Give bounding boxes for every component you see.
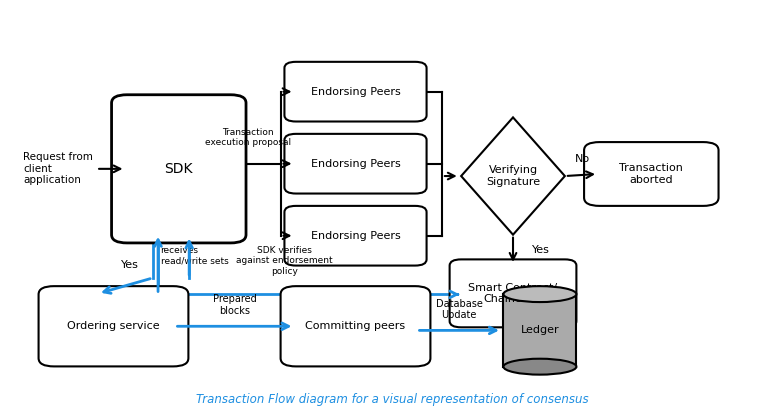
FancyBboxPatch shape bbox=[281, 286, 430, 366]
Bar bbox=[503, 294, 576, 367]
Text: Request from
client
application: Request from client application bbox=[24, 152, 93, 186]
Ellipse shape bbox=[503, 286, 576, 302]
Text: Endorsing Peers: Endorsing Peers bbox=[310, 231, 401, 241]
Text: No: No bbox=[575, 154, 590, 164]
FancyBboxPatch shape bbox=[111, 95, 246, 243]
FancyBboxPatch shape bbox=[449, 260, 576, 327]
Text: Ordering service: Ordering service bbox=[67, 321, 160, 331]
Text: Ledger: Ledger bbox=[521, 326, 559, 336]
Text: SDK: SDK bbox=[165, 162, 193, 176]
FancyBboxPatch shape bbox=[285, 206, 426, 265]
Polygon shape bbox=[461, 117, 564, 235]
Text: Database
Update: Database Update bbox=[436, 299, 483, 320]
Text: Smart Contract/
Chaincode: Smart Contract/ Chaincode bbox=[469, 283, 557, 304]
Ellipse shape bbox=[503, 359, 576, 375]
Text: Committing peers: Committing peers bbox=[306, 321, 405, 331]
FancyBboxPatch shape bbox=[285, 134, 426, 194]
FancyBboxPatch shape bbox=[38, 286, 188, 366]
FancyBboxPatch shape bbox=[584, 142, 718, 206]
Text: Prepared
blocks: Prepared blocks bbox=[212, 294, 256, 316]
Text: Transaction
execution proposal: Transaction execution proposal bbox=[205, 128, 292, 147]
Text: receives
read/write sets: receives read/write sets bbox=[161, 246, 228, 265]
Text: Yes: Yes bbox=[121, 260, 139, 270]
FancyBboxPatch shape bbox=[285, 62, 426, 121]
Text: Yes: Yes bbox=[532, 245, 550, 255]
Text: SDK verifies
against endorsement
policy: SDK verifies against endorsement policy bbox=[236, 246, 332, 276]
Text: Verifying
Signature: Verifying Signature bbox=[486, 165, 540, 187]
Text: Transaction Flow diagram for a visual representation of consensus: Transaction Flow diagram for a visual re… bbox=[196, 393, 588, 406]
Text: Transaction
aborted: Transaction aborted bbox=[619, 163, 683, 185]
Text: Endorsing Peers: Endorsing Peers bbox=[310, 159, 401, 169]
Text: Endorsing Peers: Endorsing Peers bbox=[310, 87, 401, 97]
